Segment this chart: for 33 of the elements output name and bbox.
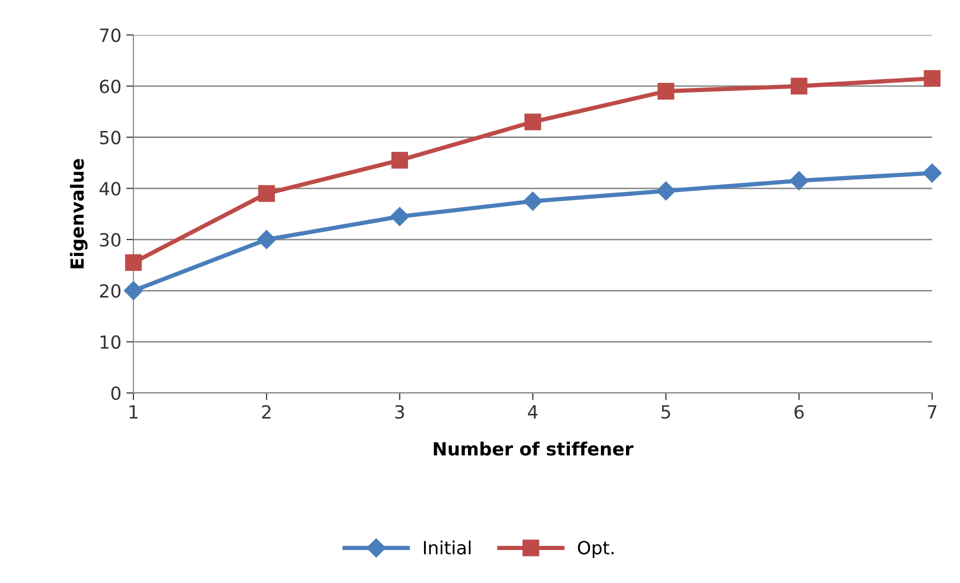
x-tick-label: 3 xyxy=(395,405,404,419)
point xyxy=(124,281,143,300)
y-tick-label: 40 xyxy=(100,182,120,196)
point xyxy=(390,206,410,226)
y-tick-label: 0 xyxy=(111,386,120,400)
point xyxy=(391,152,408,169)
point xyxy=(658,82,674,100)
point xyxy=(125,254,142,271)
y-tick-label: 30 xyxy=(100,232,120,247)
legend-label: Opt. xyxy=(578,540,614,558)
x-tick-label: 1 xyxy=(130,405,138,418)
x-tick-label: 6 xyxy=(794,405,804,419)
point xyxy=(922,164,942,183)
legend-label: Initial xyxy=(424,540,470,555)
x-tick-label: 5 xyxy=(662,405,670,419)
point xyxy=(790,171,809,190)
point xyxy=(524,114,542,130)
y-axis-title: Eigenvalue xyxy=(70,158,88,268)
x-tick-label: 7 xyxy=(928,405,936,418)
y-tick-label: 70 xyxy=(100,28,120,42)
y-tick-label: 20 xyxy=(100,284,120,298)
y-tick-label: 60 xyxy=(100,80,120,94)
y-tick-label: 50 xyxy=(100,130,120,144)
point xyxy=(258,185,275,202)
point xyxy=(924,70,940,87)
point xyxy=(656,181,676,200)
x-axis-title: Number of stiffener xyxy=(434,442,634,456)
y-tick-label: 10 xyxy=(100,335,120,349)
point xyxy=(523,192,542,211)
x-tick-label: 2 xyxy=(262,405,270,418)
point xyxy=(257,230,276,250)
point xyxy=(790,78,808,94)
x-tick-label: 4 xyxy=(528,405,538,418)
